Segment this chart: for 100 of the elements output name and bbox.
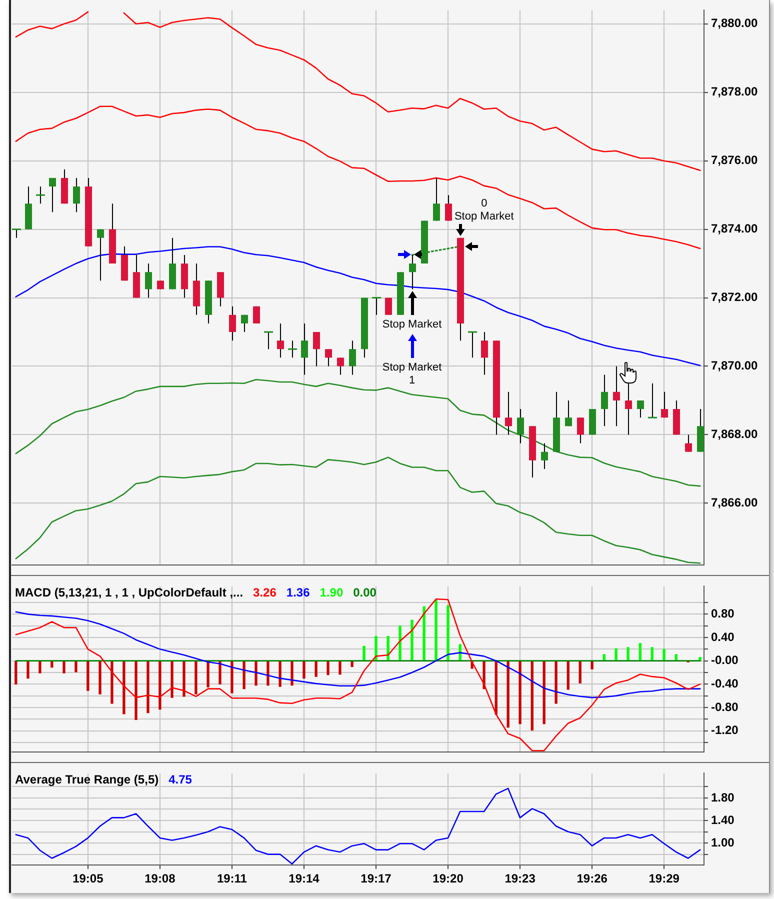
bar xyxy=(134,661,138,720)
bar xyxy=(194,661,198,694)
y-tick-label: 7,876.00 xyxy=(711,153,758,168)
y-tick-label: -0.00 xyxy=(711,653,739,668)
y-tick-label: -0.40 xyxy=(711,676,739,690)
bar xyxy=(398,626,402,661)
candlestick xyxy=(241,314,248,333)
y-tick-label: 7,880.00 xyxy=(711,16,758,30)
bar xyxy=(86,661,90,691)
x-tick-label: 19:08 xyxy=(144,872,176,886)
y-tick-label: 0.40 xyxy=(711,630,735,644)
bar xyxy=(374,636,378,661)
text: 1.36 xyxy=(286,586,310,600)
text: 4.75 xyxy=(168,772,192,787)
candlestick xyxy=(73,177,80,213)
bar xyxy=(506,661,510,728)
text: 3.26 xyxy=(253,586,277,600)
y-tick-label: 7,866.00 xyxy=(711,495,758,510)
y-tick-label: 7,870.00 xyxy=(711,358,758,373)
x-tick-label: 19:20 xyxy=(432,872,464,886)
chart-title: Average True Range (5,5) xyxy=(15,772,159,787)
bar xyxy=(314,661,318,677)
annotation: Stop Market 1 xyxy=(382,362,442,387)
x-tick-label: 19:05 xyxy=(72,872,104,886)
candlestick xyxy=(565,400,572,427)
y-tick-label: -0.80 xyxy=(711,700,739,714)
bar xyxy=(494,661,498,715)
bar xyxy=(266,661,270,686)
candlestick xyxy=(661,391,668,418)
bar xyxy=(122,661,126,714)
bar xyxy=(14,661,18,684)
bar xyxy=(206,661,210,688)
bar xyxy=(326,661,330,676)
candlestick xyxy=(253,306,260,324)
annotation: 0 Stop Market xyxy=(454,197,514,222)
candlestick xyxy=(541,442,548,470)
bar xyxy=(38,661,42,674)
candlestick xyxy=(229,306,236,342)
bar xyxy=(530,661,534,731)
annotation: Stop Market xyxy=(382,318,442,331)
x-tick-label: 19:11 xyxy=(216,872,248,886)
candlestick xyxy=(385,297,392,316)
bar xyxy=(302,661,306,679)
bar xyxy=(230,661,234,694)
candlestick xyxy=(433,177,440,222)
y-tick-label: 0.80 xyxy=(711,606,735,620)
bar xyxy=(410,620,414,661)
bar xyxy=(74,661,78,672)
chart-title: MACD (5,13,21, 1 , 1 , UpColorDefault ,... xyxy=(15,586,244,600)
candlestick xyxy=(325,348,332,367)
y-tick-label: 1.00 xyxy=(711,835,735,850)
bar xyxy=(98,661,102,694)
bar xyxy=(218,661,222,684)
bar xyxy=(638,643,642,661)
candlestick xyxy=(313,332,320,367)
bar xyxy=(554,661,558,704)
candlestick xyxy=(97,228,104,282)
bar xyxy=(578,661,582,684)
bar xyxy=(158,661,162,710)
y-tick-label: 1.80 xyxy=(711,790,735,804)
bar xyxy=(650,647,654,661)
candlestick xyxy=(685,434,692,452)
x-tick-label: 19:23 xyxy=(504,872,536,886)
candlestick xyxy=(613,366,620,427)
candlestick xyxy=(625,382,632,436)
bar xyxy=(446,605,450,661)
y-tick-label: 7,878.00 xyxy=(711,84,758,99)
bar xyxy=(26,661,30,679)
y-tick-label: 7,868.00 xyxy=(711,427,758,442)
candlestick xyxy=(481,332,488,376)
bar xyxy=(542,661,546,724)
y-tick-label: 1.40 xyxy=(711,812,735,827)
bar xyxy=(278,661,282,687)
bar xyxy=(170,661,174,698)
bar xyxy=(338,661,342,675)
bar xyxy=(362,646,366,661)
bar xyxy=(590,661,594,670)
candlestick xyxy=(349,340,356,376)
candlestick xyxy=(337,357,344,376)
bar xyxy=(62,661,66,674)
bar xyxy=(290,661,294,686)
candlestick xyxy=(301,322,308,376)
bar xyxy=(110,661,114,704)
candlestick xyxy=(277,322,284,358)
x-tick-label: 19:29 xyxy=(648,872,680,886)
candlestick xyxy=(49,177,56,213)
text: 0.00 xyxy=(353,586,377,600)
candlestick xyxy=(577,417,584,444)
candlestick xyxy=(505,391,512,436)
candlestick xyxy=(637,400,644,418)
y-tick-label: 7,872.00 xyxy=(711,290,758,304)
bar xyxy=(566,661,570,690)
candlestick xyxy=(517,408,524,444)
y-tick-label: 7,874.00 xyxy=(711,222,758,236)
bar xyxy=(242,661,246,690)
bar xyxy=(146,661,150,714)
candlestick xyxy=(145,263,152,298)
text: 1.90 xyxy=(320,586,344,600)
x-tick-label: 19:14 xyxy=(288,872,320,886)
candlestick xyxy=(601,374,608,427)
